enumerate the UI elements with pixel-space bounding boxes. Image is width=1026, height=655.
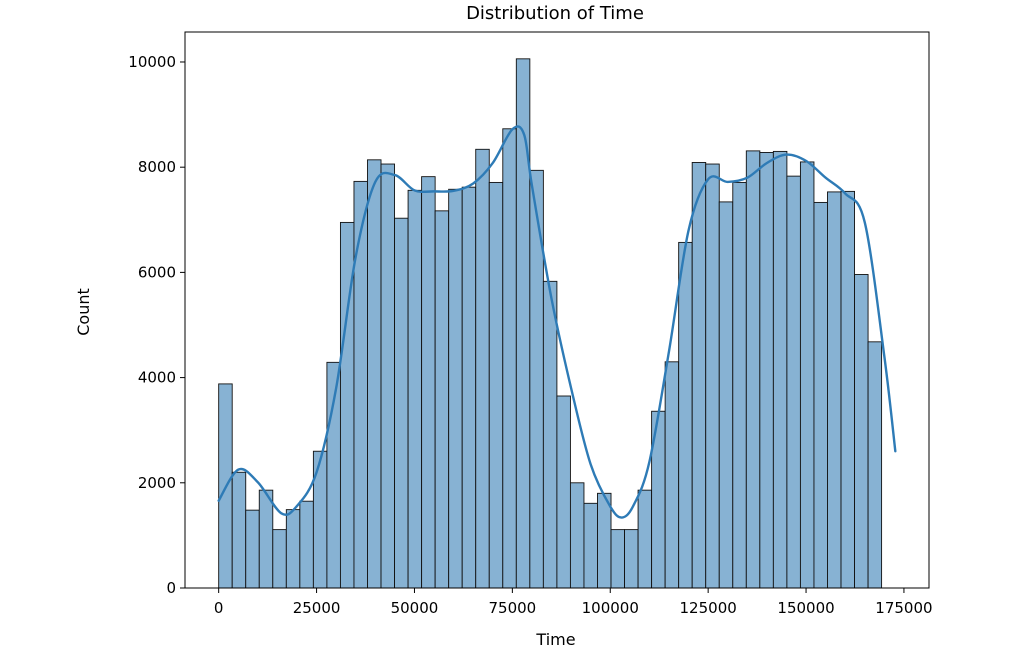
histogram-bar (542, 280, 558, 589)
histogram-bar (421, 176, 436, 589)
plot-frame (184, 31, 930, 589)
histogram-bar (786, 175, 801, 589)
y-tick-label: 2000 (138, 474, 176, 492)
histogram-bar (407, 189, 423, 589)
histogram-bar (245, 509, 260, 589)
y-tick-label: 0 (166, 579, 176, 597)
histogram-bar (529, 169, 544, 589)
histogram-bar (285, 509, 301, 589)
histogram-bar (367, 159, 382, 589)
histogram-bar (569, 482, 585, 589)
y-tick-label: 10000 (128, 53, 176, 71)
chart-title: Distribution of Time (466, 3, 644, 24)
x-tick-label: 25000 (293, 599, 341, 617)
histogram-bar (515, 58, 531, 589)
histogram-bar (664, 361, 680, 589)
x-tick-label: 150000 (777, 599, 834, 617)
histogram-bar (394, 217, 409, 589)
histogram-bar (678, 241, 693, 589)
histogram-bar (610, 529, 625, 589)
histogram-bar (475, 148, 490, 589)
histogram-bar (813, 201, 828, 589)
y-tick-label: 6000 (138, 263, 176, 281)
histogram-bar (691, 162, 707, 589)
kde-layer (217, 125, 897, 519)
histogram-bar (854, 274, 869, 589)
x-tick-label: 125000 (680, 599, 737, 617)
histogram-bar (827, 191, 842, 589)
histogram-bar (258, 489, 274, 589)
histogram-bar (488, 181, 504, 589)
histogram-bar (231, 471, 247, 589)
histogram-bar (312, 450, 328, 589)
x-tick-label: 50000 (391, 599, 439, 617)
histogram-bar (840, 190, 855, 589)
histogram-bar (732, 181, 747, 589)
bars-layer (218, 58, 883, 589)
histogram-bar (583, 502, 598, 589)
x-tick-label: 0 (214, 599, 224, 617)
histogram-bar (637, 489, 653, 589)
kde-curve (217, 125, 897, 519)
y-axis: 0 2000 4000 6000 8000 10000 (128, 53, 185, 597)
histogram-bar (597, 492, 612, 589)
histogram-bar (799, 161, 815, 589)
x-tick-label: 100000 (582, 599, 639, 617)
histogram-bar (745, 150, 761, 589)
histogram-bar (434, 210, 450, 589)
histogram-bar (556, 395, 571, 589)
histogram-bar (272, 529, 287, 589)
y-tick-label: 8000 (138, 158, 176, 176)
histogram-bar (867, 341, 883, 589)
histogram-bar (772, 150, 788, 589)
histogram-bar (448, 188, 463, 589)
histogram-bar (705, 163, 720, 589)
histogram-bar (461, 186, 477, 589)
x-tick-label: 175000 (875, 599, 932, 617)
x-axis: 0 25000 50000 75000 100000 125000 150000 175000 (214, 588, 933, 617)
histogram-bar (353, 180, 368, 589)
histogram-bar (380, 163, 396, 589)
x-axis-label: Time (535, 630, 575, 649)
y-tick-label: 4000 (138, 369, 176, 387)
histogram-bar (718, 201, 734, 589)
histogram-bar (624, 529, 639, 589)
histogram-bar (502, 128, 517, 589)
histogram-bar (299, 500, 314, 589)
x-tick-label: 75000 (489, 599, 537, 617)
y-axis-label: Count (74, 288, 93, 336)
histogram-bar (759, 152, 774, 589)
